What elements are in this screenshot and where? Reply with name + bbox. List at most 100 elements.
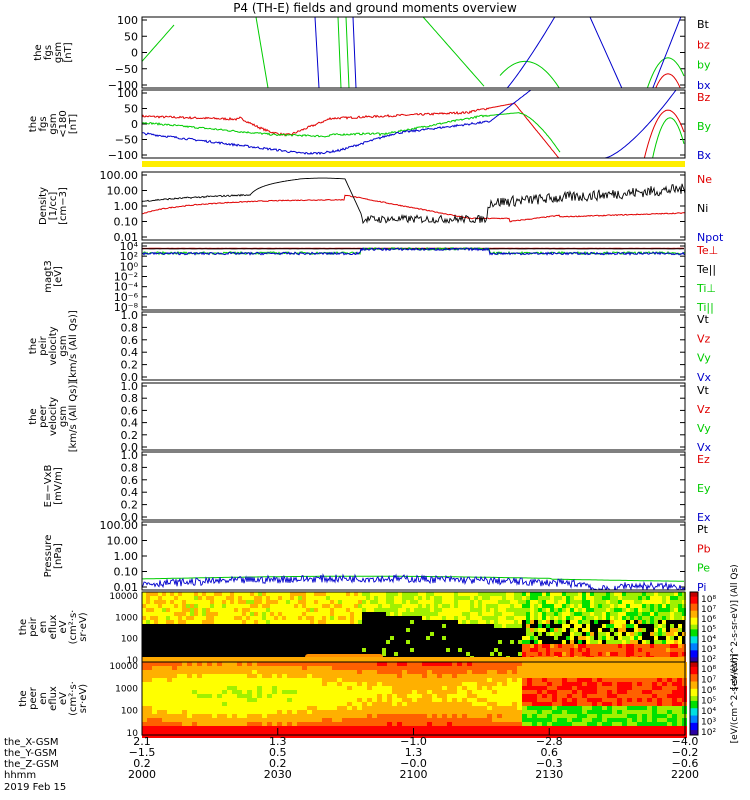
spectrogram-cell [174, 620, 178, 624]
spectrogram-cell [392, 690, 397, 694]
spectrogram-cell [634, 596, 638, 600]
spectrogram-cell [670, 616, 674, 620]
spectrogram-cell [172, 666, 177, 670]
spectrogram-cell [452, 734, 457, 738]
spectrogram-cell [292, 682, 297, 686]
spectrogram-cell [470, 620, 474, 624]
spectrogram-cell [458, 596, 462, 600]
x-tick-label: −0.3 [536, 757, 563, 770]
spectrogram-cell [290, 596, 294, 600]
spectrogram-cell [662, 718, 667, 722]
spectrogram-cell [610, 600, 614, 604]
spectrogram-cell [490, 620, 494, 624]
spectrogram-cell [486, 608, 490, 612]
spectrogram-cell [297, 686, 302, 690]
spectrogram-cell [610, 604, 614, 608]
spectrogram-cell [492, 670, 497, 674]
spectrogram-cell [607, 714, 612, 718]
spectrogram-cell [402, 694, 407, 698]
spectrogram-cell [602, 632, 606, 636]
spectrogram-cell [570, 620, 574, 624]
spectrogram-cell [562, 596, 566, 600]
spectrogram-cell [192, 674, 197, 678]
spectrogram-cell [662, 608, 666, 612]
spectrogram-cell [327, 702, 332, 706]
spectrogram-cell [270, 596, 274, 600]
spectrogram-cell [592, 702, 597, 706]
spectrogram-cell [534, 648, 538, 652]
colorbar-swatch [690, 686, 698, 690]
ylabel-line: [nPa] [53, 543, 64, 569]
spectrogram-cell [347, 726, 352, 730]
spectrogram-cell [510, 592, 514, 596]
spectrogram-cell [634, 616, 638, 620]
spectrogram-cell [402, 690, 407, 694]
spectrogram-cell [258, 620, 262, 624]
spectrogram-cell [210, 608, 214, 612]
spectrogram-cell [327, 666, 332, 670]
spectrogram-cell [412, 686, 417, 690]
spectrogram-cell [242, 666, 247, 670]
spectrogram-cell [526, 604, 530, 608]
spectrogram-cell [177, 674, 182, 678]
spectrogram-cell [230, 620, 234, 624]
spectrogram-cell [172, 678, 177, 682]
spectrogram-cell [218, 596, 222, 600]
spectrogram-cell [534, 608, 538, 612]
spectrogram-cell [617, 666, 622, 670]
spectrogram-cell [302, 706, 307, 710]
spectrogram-cell [207, 682, 212, 686]
spectrogram-cell [642, 644, 646, 648]
spectrogram-cell [217, 674, 222, 678]
spectrogram-cell [362, 670, 367, 674]
spectrogram-cell [572, 714, 577, 718]
spectrogram-cell [302, 666, 307, 670]
spectrogram-cell [586, 600, 590, 604]
spectrogram-cell [550, 608, 554, 612]
spectrogram-cell [497, 730, 502, 734]
spectrogram-cell [166, 620, 170, 624]
spectrogram-cell [152, 718, 157, 722]
spectrogram-cell [298, 596, 302, 600]
spectrogram-cell [187, 734, 192, 738]
spectrogram-cell [538, 616, 542, 620]
spectrogram-cell [407, 690, 412, 694]
spectrogram-cell [497, 690, 502, 694]
spectrogram-cell [297, 690, 302, 694]
colorbar-swatch [690, 622, 698, 626]
spectrogram-cell [212, 670, 217, 674]
spectrogram-cell [442, 706, 447, 710]
spectrogram-cell [446, 592, 450, 596]
spectrogram-cell [532, 682, 537, 686]
spectrogram-cell [142, 698, 147, 702]
spectrogram-cell [507, 678, 512, 682]
spectrogram-cell [226, 600, 230, 604]
spectrogram-cell [292, 718, 297, 722]
legend-Pt: Pt [697, 523, 709, 536]
spectrogram-cell [610, 652, 614, 656]
spectrogram-cell [537, 702, 542, 706]
spectrogram-cell [552, 718, 557, 722]
spectrogram-cell [307, 690, 312, 694]
spectrogram-cell [566, 636, 570, 640]
spectrogram-cell [642, 612, 646, 616]
spectrogram-cell [657, 714, 662, 718]
spectrogram-cell [506, 596, 510, 600]
spectrogram-cell [377, 690, 382, 694]
spectrogram-cell [382, 670, 387, 674]
spectrogram-cell [678, 636, 682, 640]
spectrogram-cell [182, 734, 187, 738]
spectrogram-cell [212, 722, 217, 726]
spectrogram-cell [472, 670, 477, 674]
spectrogram-cell [278, 620, 282, 624]
spectrogram-cell [542, 706, 547, 710]
spectrogram-cell [278, 608, 282, 612]
spectrogram-cell [602, 644, 606, 648]
spectrogram-cell [218, 608, 222, 612]
spectrogram-cell [602, 702, 607, 706]
spectrogram-cell [232, 682, 237, 686]
spectrogram-cell [457, 706, 462, 710]
spectrogram-cell [627, 690, 632, 694]
spectrogram-cell [557, 710, 562, 714]
